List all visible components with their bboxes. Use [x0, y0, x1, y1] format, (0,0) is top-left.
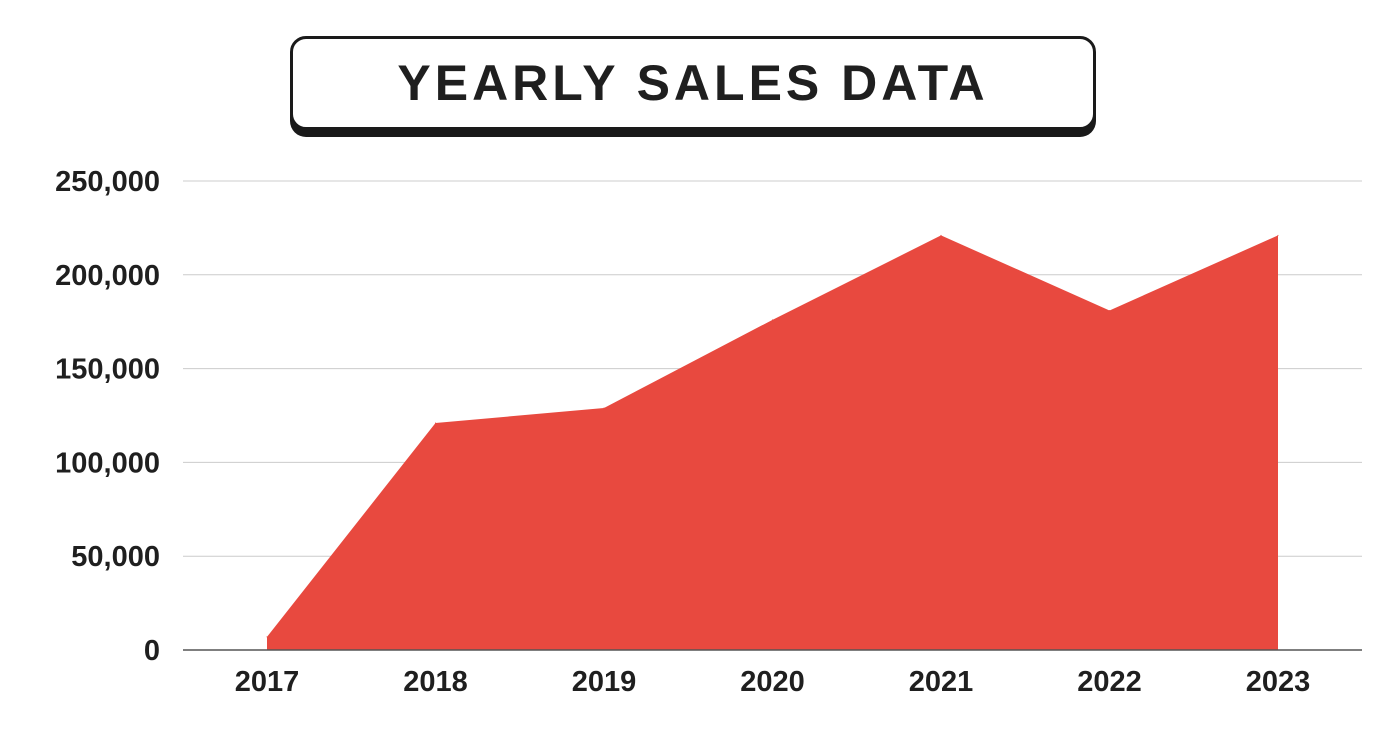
y-tick-label: 100,000: [55, 447, 160, 479]
x-axis-ticks: 2017 2018 2019 2020 2021 2022 2023: [235, 666, 1311, 698]
area-series: [266, 234, 1279, 651]
x-tick-label: 2021: [909, 666, 974, 698]
x-tick-label: 2022: [1077, 666, 1142, 698]
data-point: [435, 422, 436, 424]
x-tick-label: 2023: [1246, 666, 1311, 698]
data-point: [603, 407, 605, 409]
x-tick-label: 2018: [403, 666, 468, 698]
y-tick-label: 0: [144, 635, 160, 667]
y-tick-label: 200,000: [55, 260, 160, 292]
y-tick-label: 150,000: [55, 354, 160, 386]
x-tick-label: 2017: [235, 666, 300, 698]
data-point: [772, 319, 773, 321]
data-point: [1277, 234, 1279, 236]
y-tick-label: 50,000: [71, 541, 160, 573]
y-axis-ticks: 0 50,000 100,000 150,000 200,000 250,000: [55, 166, 160, 667]
data-point: [1109, 309, 1110, 311]
data-point: [266, 636, 268, 638]
x-tick-label: 2019: [572, 666, 637, 698]
y-tick-label: 250,000: [55, 166, 160, 198]
area-fill: [267, 235, 1278, 651]
title-box: YEARLY SALES DATA: [290, 36, 1096, 130]
chart-title: YEARLY SALES DATA: [397, 55, 989, 111]
data-point: [940, 234, 942, 236]
x-tick-label: 2020: [740, 666, 805, 698]
